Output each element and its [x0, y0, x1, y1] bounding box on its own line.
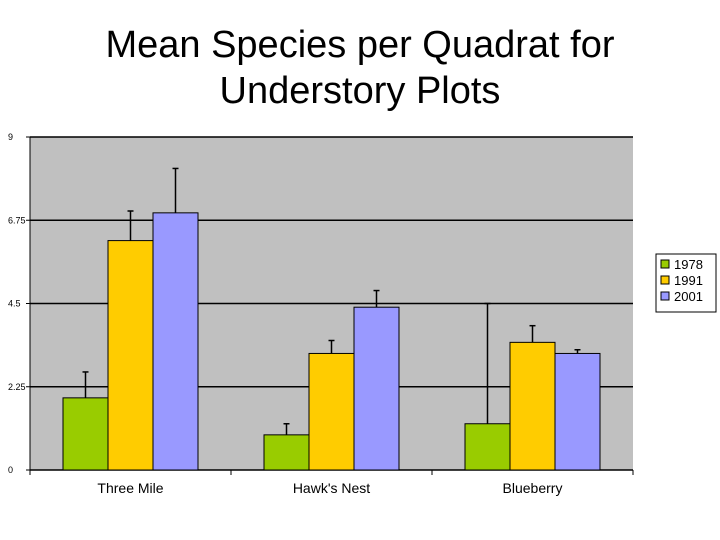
bar	[308, 352, 355, 471]
bar	[107, 240, 154, 471]
y-tick-label: 6.75	[8, 215, 26, 225]
bars	[62, 212, 601, 471]
legend-swatch	[660, 275, 670, 285]
bar	[152, 212, 199, 471]
error-bars	[82, 167, 581, 435]
chart-title: Mean Species per Quadrat for Understory …	[105, 24, 615, 112]
x-tick-label: Blueberry	[503, 480, 563, 496]
axes: 0 2.25 4.5 6.75 9 Three Mile Hawk's Nest Bluebe…	[8, 132, 634, 496]
bar	[554, 352, 601, 471]
y-tick-label: 9	[8, 132, 13, 142]
bar	[464, 423, 511, 471]
bar	[353, 306, 400, 471]
legend-swatch	[660, 259, 670, 269]
x-tick-label: Hawk's Nest	[293, 480, 370, 496]
y-tick-label: 0	[8, 465, 13, 475]
bar	[62, 397, 109, 471]
x-tick-label: Three Mile	[97, 480, 163, 496]
legend-label: 1978	[674, 257, 703, 272]
legend-swatch	[660, 291, 670, 301]
y-tick-label: 2.25	[8, 382, 26, 392]
legend-label: 1991	[674, 273, 703, 288]
bar	[263, 434, 310, 471]
y-tick-label: 4.5	[8, 299, 21, 309]
legend-label: 2001	[674, 289, 703, 304]
bar	[509, 341, 556, 471]
